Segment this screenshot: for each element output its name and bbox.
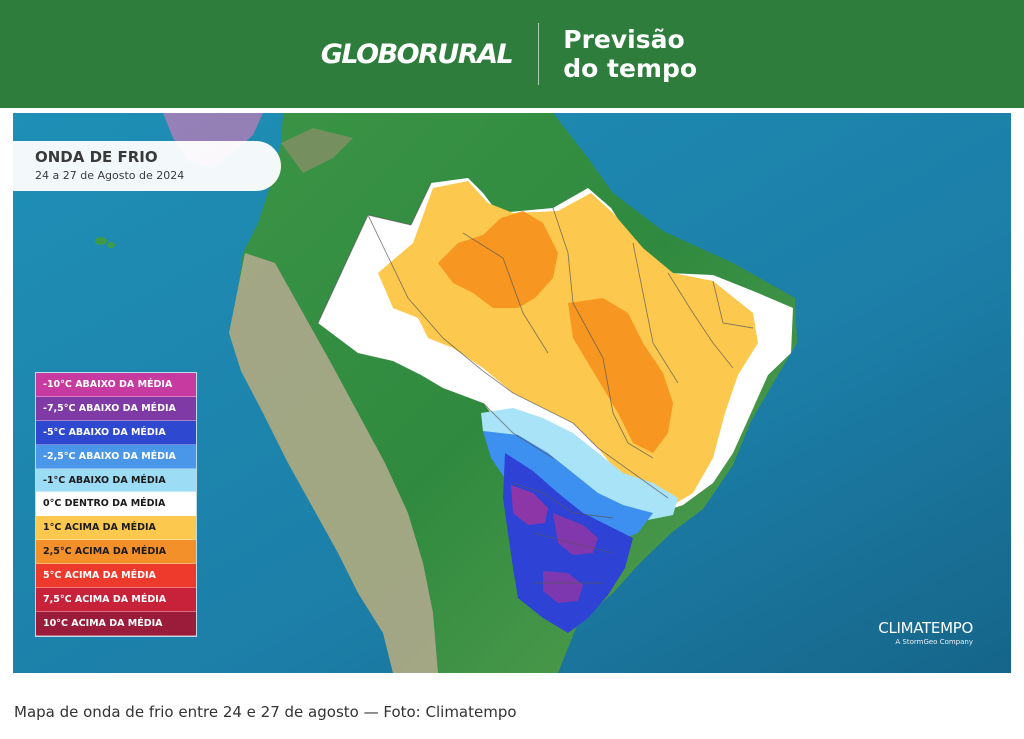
north-coast-mountains (281, 128, 353, 173)
caribbean-islands (95, 237, 115, 248)
legend-item: 2,5°C ACIMA DA MÉDIA (36, 540, 196, 565)
globorural-logo[interactable]: GLOBORURAL (320, 24, 514, 84)
minus2-5-anomaly-zone (483, 431, 653, 543)
section-title: Previsão do tempo (563, 25, 703, 83)
map-graphic (13, 113, 1011, 673)
state-borders (317, 182, 754, 584)
legend-item-label: -10°C ABAIXO DA MÉDIA (43, 378, 173, 390)
legend-item-label: 2,5°C ACIMA DA MÉDIA (43, 546, 167, 558)
map-legend: -10°C ABAIXO DA MÉDIA -7,5°C ABAIXO DA MÉ… (35, 372, 197, 637)
section-title-line1: Previsão (563, 25, 685, 54)
legend-item: 7,5°C ACIMA DA MÉDIA (36, 588, 196, 612)
legend-item-label: 7,5°C ACIMA DA MÉDIA (43, 593, 167, 605)
legend-item: -1°C ABAIXO DA MÉDIA (36, 468, 196, 493)
legend-item: -2,5°C ABAIXO DA MÉDIA (36, 444, 196, 469)
minus7-5-anomaly-zone-south (543, 571, 583, 603)
plus2-5-anomaly-zone-central (568, 298, 673, 453)
legend-item: -7,5°C ABAIXO DA MÉDIA (36, 396, 196, 421)
legend-item-label: -5°C ABAIXO DA MÉDIA (43, 426, 166, 438)
logo-text: GLOBORURAL (320, 38, 514, 70)
legend-item: 1°C ACIMA DA MÉDIA (36, 516, 196, 541)
map-title: ONDA DE FRIO (35, 148, 158, 166)
credit-brand: CLIMATEMPO (878, 619, 973, 637)
legend-item-label: 10°C ACIMA DA MÉDIA (43, 617, 163, 629)
legend-item-label: 0°C DENTRO DA MÉDIA (43, 498, 166, 510)
climatempo-credit: CLIMATEMPO A StormGeo Company (878, 619, 973, 646)
section-title-line2: do tempo (563, 54, 698, 83)
legend-item: -5°C ABAIXO DA MÉDIA (36, 420, 196, 445)
legend-item-label: 1°C ACIMA DA MÉDIA (43, 522, 156, 534)
minus7-5-anomaly-zone-central (553, 513, 598, 555)
minus7-5-anomaly-zone-west (511, 485, 548, 525)
minus1-anomaly-zone (481, 408, 678, 521)
legend-item: 5°C ACIMA DA MÉDIA (36, 564, 196, 589)
weather-map: ONDA DE FRIO 24 a 27 de Agosto de 2024 -… (13, 113, 1011, 673)
legend-item: 0°C DENTRO DA MÉDIA (36, 492, 196, 517)
legend-item: 10°C ACIMA DA MÉDIA (36, 611, 196, 636)
credit-subtitle: A StormGeo Company (895, 638, 973, 646)
header-divider (538, 23, 540, 85)
legend-item-label: -1°C ABAIXO DA MÉDIA (43, 474, 166, 486)
legend-item-label: -7,5°C ABAIXO DA MÉDIA (43, 402, 176, 414)
map-subtitle: 24 a 27 de Agosto de 2024 (35, 169, 185, 182)
legend-item-label: 5°C ACIMA DA MÉDIA (43, 570, 156, 582)
andes-mountains (229, 253, 438, 673)
image-caption: Mapa de onda de frio entre 24 e 27 de ag… (14, 703, 517, 721)
plus2-5-anomaly-zone-north (438, 211, 558, 308)
legend-item-label: -2,5°C ABAIXO DA MÉDIA (43, 450, 176, 462)
site-header: GLOBORURAL Previsão do tempo (0, 0, 1024, 108)
legend-item: -10°C ABAIXO DA MÉDIA (36, 373, 196, 397)
map-title-card: ONDA DE FRIO 24 a 27 de Agosto de 2024 (13, 141, 281, 191)
